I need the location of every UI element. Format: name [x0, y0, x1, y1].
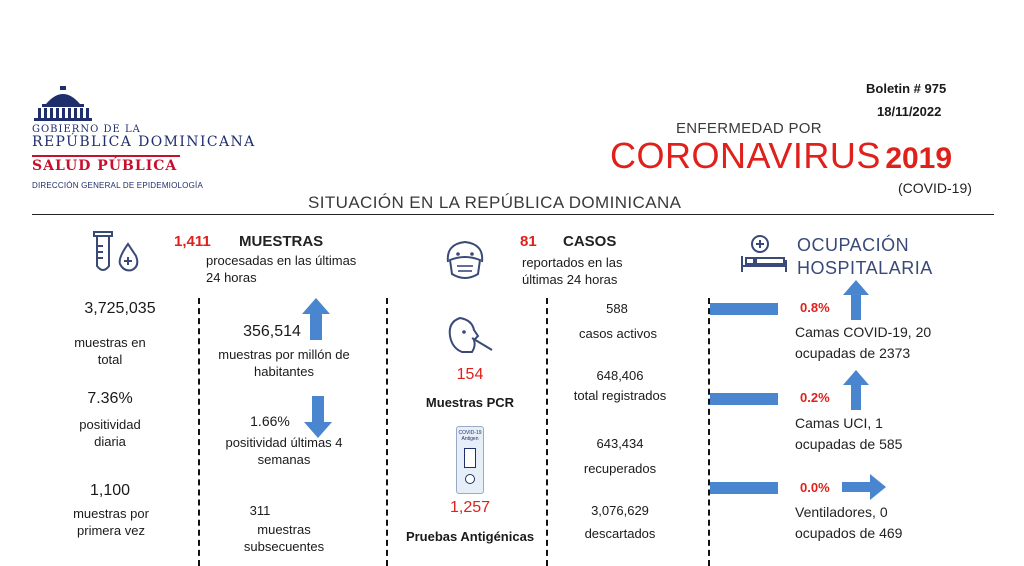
ventilators-line1: Ventiladores, 0: [795, 504, 888, 520]
logo-line-republica: REPÚBLICA DOMINICANA: [32, 134, 256, 150]
tests-first-time-label: muestras por primera vez: [73, 506, 149, 538]
disease-code: (COVID-19): [898, 180, 972, 196]
icu-beds-arrow-up-icon: [843, 370, 869, 410]
palace-dome-icon: [34, 86, 92, 121]
logo-line-direccion: DIRECCIÓN GENERAL DE EPIDEMIOLOGÍA: [32, 181, 203, 190]
logo-line-salud: SALUD PÚBLICA: [32, 158, 178, 174]
tests-title: MUESTRAS: [239, 233, 324, 250]
situation-heading: SITUACIÓN EN LA REPÚBLICA DOMINICANA: [308, 193, 682, 212]
tests-positivity-label: positividad diaria: [79, 417, 141, 449]
hospital-title-line2: HOSPITALARIA: [797, 258, 933, 278]
cases-discarded-value: 3,076,629: [591, 503, 649, 518]
hospital-title-line1: OCUPACIÓN: [797, 235, 910, 255]
cases-title: CASOS: [563, 233, 617, 250]
cases-discarded-label: descartados: [584, 526, 656, 541]
icu-beds-bar: [710, 393, 778, 405]
antigen-label: Pruebas Antigénicas: [405, 529, 535, 544]
tests-subsequent-value: 311: [249, 503, 271, 518]
ventilators-arrow-right-icon: [842, 474, 886, 500]
test-tube-drop-icon: [93, 231, 139, 272]
bulletin-date: 18/11/2022: [877, 104, 942, 119]
cases-recovered-value: 643,434: [596, 436, 644, 451]
cases-daily-count: 81: [520, 233, 537, 250]
government-logo: GOBIERNO DE LA REPÚBLICA DOMINICANA SALU…: [32, 86, 292, 192]
tests-first-time-value: 1,100: [89, 482, 131, 499]
logo-line-gobierno: GOBIERNO DE LA: [32, 124, 141, 135]
tests-subtitle: procesadas en las últimas 24 horas: [206, 253, 357, 285]
cases-registered-value: 648,406: [596, 368, 644, 383]
tests-weeks-label: positividad últimas 4 semanas: [225, 435, 343, 467]
divider-dashed-1: [198, 298, 200, 566]
tests-subsequent-label: muestras subsecuentes: [243, 522, 325, 554]
antigen-kit-well: [465, 474, 475, 484]
tests-positivity-value: 7.36%: [87, 390, 133, 407]
ventilators-bar: [710, 482, 778, 494]
antigen-kit-window: [464, 448, 476, 468]
tests-total-label: muestras en total: [74, 335, 146, 367]
ventilators-pct: 0.0%: [800, 480, 830, 495]
masked-face-icon: [446, 240, 484, 279]
cases-registered-label: total registrados: [573, 388, 667, 403]
covid-beds-line1: Camas COVID-19, 20: [795, 324, 932, 340]
ventilators-line2: ocupados de 469: [795, 525, 903, 541]
cases-subtitle: reportados en las últimas 24 horas: [522, 255, 623, 287]
divider-dashed-3: [546, 298, 548, 566]
divider-dashed-2: [386, 298, 388, 566]
covid-beds-pct: 0.8%: [800, 300, 830, 315]
covid-beds-bar: [710, 303, 778, 315]
tests-daily-count: 1,411: [174, 233, 211, 250]
antigen-test-kit: COVID-19 Antigen: [456, 426, 484, 494]
tests-weeks-value: 1.66%: [250, 413, 290, 429]
antigen-value: 1,257: [449, 499, 491, 516]
cases-active-label: casos activos: [578, 326, 658, 341]
pcr-label: Muestras PCR: [425, 395, 515, 410]
cases-active-value: 588: [606, 301, 628, 316]
cases-recovered-label: recuperados: [583, 461, 657, 476]
pcr-value: 154: [456, 366, 484, 383]
hospital-bed-icon: [741, 235, 787, 272]
covid-beds-arrow-up-icon: [843, 280, 869, 320]
bulletin-number: Boletin # 975: [866, 81, 947, 96]
tests-per-million-label: muestras por millón de habitantes: [218, 347, 350, 379]
divider-dashed-4: [708, 298, 710, 566]
arrow-up-icon: [302, 298, 330, 340]
antigen-kit-text: COVID-19 Antigen: [458, 430, 482, 442]
tests-total-value: 3,725,035: [84, 300, 156, 317]
nasal-swab-icon: [448, 316, 493, 353]
arrow-down-icon: [304, 396, 332, 438]
covid-beds-line2: ocupadas de 2373: [795, 345, 911, 361]
disease-title: CORONAVIRUS 2019: [610, 135, 952, 177]
logo-divider: [32, 155, 180, 157]
disease-pre-title: ENFERMEDAD POR: [676, 120, 822, 137]
header-rule: [32, 214, 994, 215]
disease-year: 2019: [885, 142, 953, 175]
icu-beds-line1: Camas UCI, 1: [795, 415, 883, 431]
icu-beds-line2: ocupadas de 585: [795, 436, 903, 452]
icu-beds-pct: 0.2%: [800, 390, 830, 405]
tests-per-million-value: 356,514: [243, 323, 301, 340]
disease-main: CORONAVIRUS: [610, 135, 881, 176]
